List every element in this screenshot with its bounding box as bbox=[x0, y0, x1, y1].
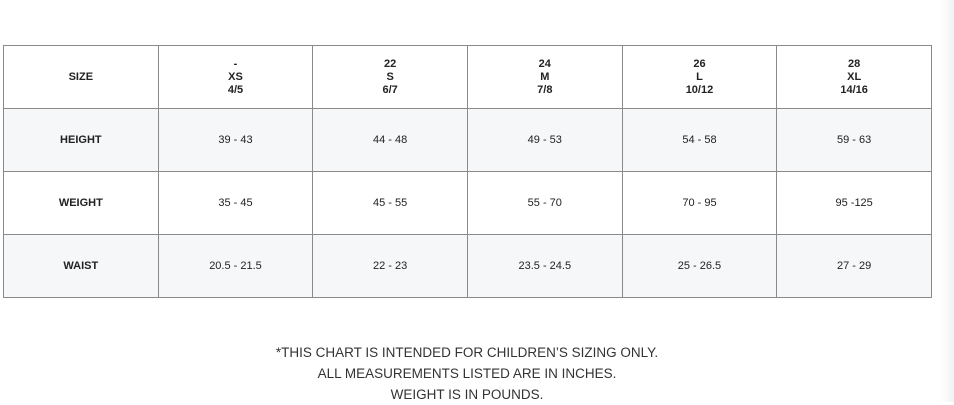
size-header-line: 28 bbox=[848, 57, 861, 70]
table-cell: 39 - 43 bbox=[157, 108, 314, 172]
size-header-line: M bbox=[540, 70, 550, 83]
note-line: ALL MEASUREMENTS LISTED ARE IN INCHES. bbox=[317, 366, 617, 381]
table-cell: 23.5 - 24.5 bbox=[466, 234, 623, 298]
size-chart-table: SIZE - XS 4/5 22 S 6/7 24 M 7/8 26 L 10/12 28 XL 14/16 H… bbox=[3, 45, 932, 298]
size-header-line: 6/7 bbox=[382, 83, 398, 96]
table-cell: 70 - 95 bbox=[621, 171, 778, 235]
size-column-header: 24 M 7/8 bbox=[466, 45, 623, 109]
row-label: HEIGHT bbox=[3, 108, 159, 172]
table-cell: 20.5 - 21.5 bbox=[157, 234, 314, 298]
size-header-line: 7/8 bbox=[537, 83, 553, 96]
size-header-line: 26 bbox=[693, 57, 706, 70]
table-cell: 95 -125 bbox=[776, 171, 932, 235]
size-header-line: XS bbox=[228, 70, 243, 83]
size-header-line: 10/12 bbox=[685, 83, 714, 96]
size-column-header: 22 S 6/7 bbox=[312, 45, 468, 109]
table-cell: 55 - 70 bbox=[466, 171, 623, 235]
table-cell: 49 - 53 bbox=[466, 108, 623, 172]
size-header-line: 24 bbox=[538, 57, 551, 70]
table-row-height: HEIGHT 39 - 43 44 - 48 49 - 53 54 - 58 59 - 6… bbox=[3, 108, 932, 172]
table-cell: 25 - 26.5 bbox=[621, 234, 778, 298]
row-label: WAIST bbox=[3, 234, 159, 298]
table-row-weight: WEIGHT 35 - 45 45 - 55 55 - 70 70 - 95 95 -12… bbox=[3, 171, 932, 235]
table-cell: 45 - 55 bbox=[312, 171, 468, 235]
size-column-header: 26 L 10/12 bbox=[621, 45, 778, 109]
size-header-label: SIZE bbox=[3, 45, 159, 109]
size-header-line: L bbox=[696, 70, 703, 83]
table-cell: 44 - 48 bbox=[312, 108, 468, 172]
note-line: WEIGHT IS IN POUNDS. bbox=[390, 387, 544, 402]
size-header-line: 4/5 bbox=[227, 83, 244, 96]
size-header-line: 22 bbox=[384, 57, 397, 70]
table-cell: 22 - 23 bbox=[312, 234, 468, 298]
table-cell: 35 - 45 bbox=[157, 171, 314, 235]
table-row-waist: WAIST 20.5 - 21.5 22 - 23 23.5 - 24.5 25 - 2… bbox=[3, 234, 932, 298]
size-header-line: - bbox=[233, 57, 238, 70]
table-cell: 59 - 63 bbox=[776, 108, 932, 172]
size-header-line: 14/16 bbox=[840, 83, 868, 96]
size-header-line: XL bbox=[847, 70, 862, 83]
size-column-header: 28 XL 14/16 bbox=[776, 45, 932, 109]
table-cell: 54 - 58 bbox=[621, 108, 778, 172]
table-cell: 27 - 29 bbox=[776, 234, 932, 298]
note-line: *THIS CHART IS INTENDED FOR CHILDREN’S S… bbox=[275, 345, 659, 360]
header-row: SIZE - XS 4/5 22 S 6/7 24 M 7/8 26 L 10/12 28 XL 14/16 bbox=[3, 45, 932, 109]
row-label: WEIGHT bbox=[3, 171, 159, 235]
page-edge-shadow bbox=[940, 0, 954, 402]
size-chart-notes: *THIS CHART IS INTENDED FOR CHILDREN’S S… bbox=[0, 342, 934, 405]
size-header-line: S bbox=[386, 70, 394, 83]
size-column-header: - XS 4/5 bbox=[157, 45, 314, 109]
